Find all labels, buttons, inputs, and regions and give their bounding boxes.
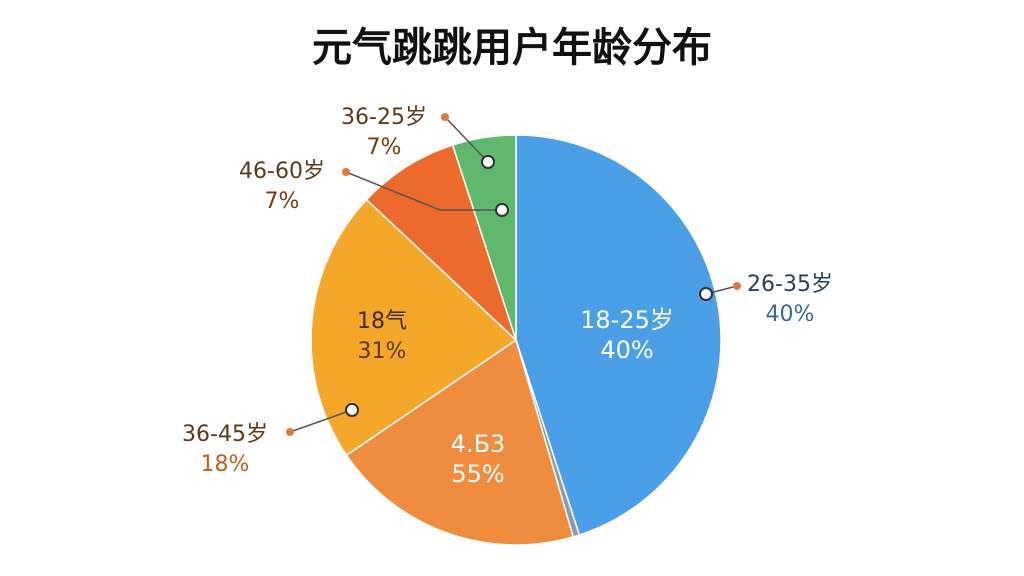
annotation-text: 40%	[600, 336, 653, 364]
annotation-text: 18%	[201, 452, 250, 477]
leader-dot	[441, 113, 449, 121]
annotation-text: 7%	[367, 135, 402, 160]
annotation-text: 18气	[357, 309, 407, 334]
annotation-text: 46-60岁	[239, 159, 325, 184]
annotation-text: 55%	[451, 460, 504, 488]
chart-title: 元气跳跳用户年龄分布	[312, 25, 712, 71]
annotation-text: 36-25岁	[341, 105, 427, 130]
pie-slice	[310, 198, 518, 457]
pie-slice	[365, 144, 517, 341]
leader-end	[699, 287, 713, 301]
leader-line	[345, 171, 502, 211]
leader-end	[495, 203, 509, 217]
leader-line	[289, 409, 353, 433]
annotation-text: 40%	[766, 302, 815, 327]
annotation-text: 26-35岁	[747, 272, 833, 297]
leader-dot	[733, 282, 741, 290]
leader-end	[481, 155, 495, 169]
annotation-text: 4.Б3	[451, 430, 506, 458]
leader-dot	[342, 168, 350, 176]
pie-slice	[515, 134, 722, 536]
pie-slice	[451, 134, 517, 341]
pie-slice	[345, 338, 575, 546]
leader-line	[444, 116, 489, 163]
leader-dot	[286, 428, 294, 436]
annotation-text: 31%	[358, 339, 407, 364]
annotation-text: 36-45岁	[182, 422, 268, 447]
leader-end	[345, 403, 359, 417]
annotation-text: 7%	[265, 189, 300, 214]
annotation-text: 18-25岁	[580, 306, 674, 334]
